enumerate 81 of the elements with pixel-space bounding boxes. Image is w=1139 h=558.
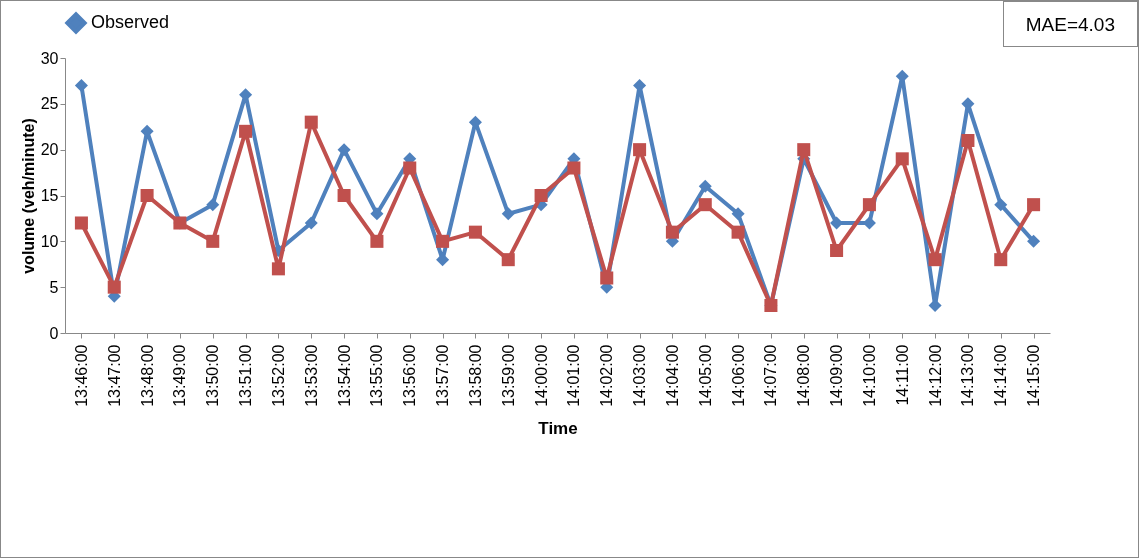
point bbox=[140, 124, 154, 138]
point bbox=[731, 207, 745, 221]
x-tick-label: 13:50:00 bbox=[204, 344, 222, 407]
point bbox=[206, 198, 220, 212]
point bbox=[501, 253, 515, 267]
x-tick-label: 13:46:00 bbox=[72, 344, 90, 407]
x-tick-label: 14:14:00 bbox=[992, 344, 1010, 407]
y-tick-label: 30 bbox=[40, 49, 59, 67]
x-tick-label: 14:12:00 bbox=[926, 344, 944, 407]
point bbox=[830, 243, 844, 258]
x-tick-label: 14:11:00 bbox=[893, 344, 911, 406]
point bbox=[304, 216, 318, 230]
x-tick-label: 14:05:00 bbox=[696, 344, 714, 407]
point bbox=[994, 198, 1008, 212]
x-tick-label: 13:47:00 bbox=[105, 344, 123, 407]
x-tick-label: 14:08:00 bbox=[795, 344, 813, 407]
point bbox=[501, 207, 515, 221]
x-axis-title: Time bbox=[538, 418, 578, 438]
point bbox=[961, 133, 975, 148]
x-tick-label: 13:57:00 bbox=[434, 344, 452, 407]
x-tick-label: 13:55:00 bbox=[368, 344, 386, 407]
x-tick-label: 14:01:00 bbox=[565, 344, 583, 407]
point bbox=[895, 152, 909, 166]
point bbox=[304, 115, 318, 129]
y-tick-label: 15 bbox=[40, 187, 59, 204]
point bbox=[140, 188, 154, 203]
point bbox=[698, 179, 712, 193]
y-tick-label: 10 bbox=[40, 232, 59, 250]
x-tick-label: 14:02:00 bbox=[598, 344, 616, 407]
point bbox=[1027, 198, 1041, 212]
point bbox=[370, 234, 384, 248]
point bbox=[74, 78, 88, 93]
legend-label: Observed bbox=[91, 12, 170, 32]
x-tick-label: 13:53:00 bbox=[302, 344, 320, 407]
y-axis-title: volume (veh/minute) bbox=[19, 118, 37, 274]
point bbox=[239, 124, 253, 138]
point bbox=[567, 161, 581, 175]
x-tick-label: 13:59:00 bbox=[499, 344, 517, 407]
point bbox=[370, 207, 384, 221]
point bbox=[665, 225, 679, 239]
x-tick-label: 14:03:00 bbox=[631, 344, 649, 407]
y-tick-label: 0 bbox=[49, 324, 59, 342]
text: MAE=4.03 bbox=[1002, 1, 1138, 47]
point bbox=[731, 225, 745, 239]
x-tick-label: 13:52:00 bbox=[269, 344, 287, 407]
point bbox=[468, 225, 482, 239]
point bbox=[271, 262, 285, 276]
point bbox=[107, 280, 121, 294]
point bbox=[928, 253, 942, 267]
x-tick-label: 14:09:00 bbox=[828, 344, 846, 407]
point bbox=[600, 271, 614, 285]
point bbox=[895, 69, 909, 83]
x-tick-label: 14:07:00 bbox=[762, 344, 780, 407]
x-tick-label: 14:13:00 bbox=[959, 344, 977, 407]
point bbox=[436, 234, 450, 248]
point bbox=[797, 143, 811, 157]
x-tick-label: 13:48:00 bbox=[138, 344, 156, 407]
x-tick-label: 13:54:00 bbox=[335, 344, 353, 407]
x-tick-label: 14:10:00 bbox=[860, 344, 878, 407]
x-tick-label: 14:06:00 bbox=[729, 344, 747, 407]
x-tick-label: 13:49:00 bbox=[171, 344, 189, 407]
point bbox=[633, 143, 647, 157]
point bbox=[994, 253, 1008, 267]
point bbox=[206, 234, 220, 248]
point bbox=[403, 161, 417, 175]
point bbox=[862, 198, 876, 212]
point bbox=[698, 198, 712, 212]
x-tick-label: 14:04:00 bbox=[663, 344, 681, 407]
x-tick-label: 13:56:00 bbox=[401, 344, 419, 407]
point bbox=[337, 143, 351, 157]
y-tick-label: 5 bbox=[49, 278, 59, 296]
x-tick-label: 13:58:00 bbox=[466, 344, 484, 407]
point bbox=[74, 216, 88, 230]
x-tick-label: 14:15:00 bbox=[1025, 344, 1043, 407]
point bbox=[534, 188, 548, 203]
x-tick-label: 14:00:00 bbox=[532, 344, 550, 407]
point bbox=[337, 188, 351, 203]
point bbox=[1027, 234, 1041, 248]
y-tick-label: 25 bbox=[40, 95, 59, 113]
x-tick-label: 13:51:00 bbox=[237, 344, 255, 407]
y-tick-label: 20 bbox=[40, 141, 59, 159]
